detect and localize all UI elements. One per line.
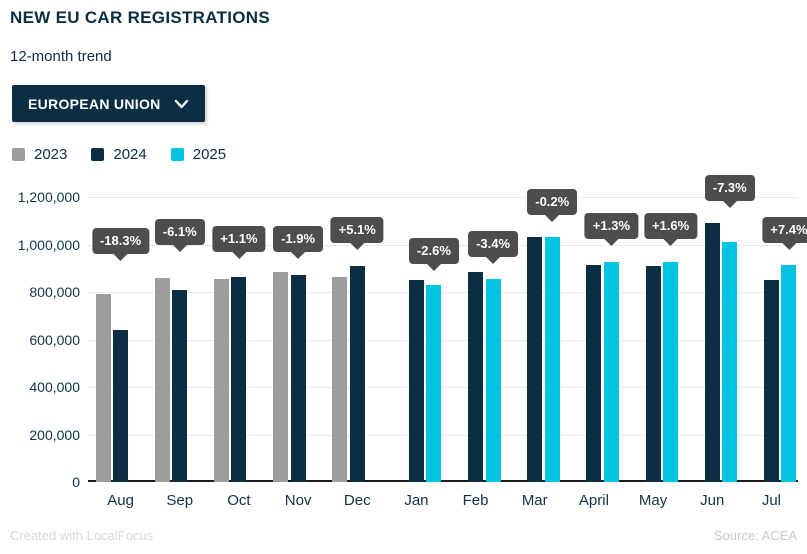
change-badge-dec: +5.1%: [330, 217, 384, 250]
change-badge-jan: -2.6%: [408, 238, 459, 271]
bar-2023-sep[interactable]: [154, 277, 170, 482]
chevron-down-icon: [174, 99, 189, 109]
x-axis-label-sep: Sep: [166, 492, 194, 509]
y-axis-tick-label: 600,000: [29, 331, 80, 348]
bar-2023-aug[interactable]: [95, 294, 111, 482]
y-axis-tick-label: 800,000: [29, 284, 80, 300]
change-badge-nov: -1.9%: [273, 226, 324, 259]
bar-2025-may[interactable]: [663, 262, 679, 482]
bar-2024-april[interactable]: [586, 264, 602, 482]
month-group-dec: +5.1% Dec: [325, 197, 384, 509]
month-group-sep: -6.1% Sep: [147, 197, 206, 509]
month-group-aug: -18.3% Aug: [88, 197, 150, 509]
legend-label: 2024: [113, 146, 147, 163]
x-axis-label-feb: Feb: [462, 492, 489, 509]
bar-2024-sep[interactable]: [172, 289, 188, 482]
change-badge-jun: -7.3%: [704, 175, 755, 208]
x-axis-label-april: April: [578, 492, 609, 509]
change-badge-may: +1.6%: [643, 213, 698, 246]
plot-area: -18.3% Aug -6.1% Sep +1.1% Oct -1.9% Nov +5.1% De…: [88, 175, 807, 509]
x-axis-label-may: May: [638, 492, 668, 509]
month-group-jun: -7.3% Jun: [680, 175, 755, 509]
change-badge-feb: -3.4%: [468, 231, 519, 264]
legend-label: 2025: [192, 146, 227, 163]
bar-2025-april[interactable]: [603, 262, 619, 482]
x-axis-label-aug: Aug: [107, 492, 134, 509]
legend-swatch-2024: [91, 148, 105, 161]
legend-swatch-2025: [170, 148, 184, 161]
y-axis-tick-label: 0: [72, 474, 80, 490]
month-group-jan: -2.6% Jan: [384, 197, 459, 509]
month-group-nov: -1.9% Nov: [266, 197, 325, 509]
region-dropdown[interactable]: EUROPEAN UNION: [12, 85, 205, 122]
bar-2024-oct[interactable]: [231, 276, 247, 482]
bar-2024-feb[interactable]: [468, 271, 484, 482]
grid-line: [88, 339, 798, 341]
page-title: NEW EU CAR REGISTRATIONS: [10, 8, 270, 27]
x-axis-label-jul: Jul: [761, 492, 781, 509]
change-badge-aug: -18.3%: [91, 228, 150, 261]
source-label: Source: ACEA: [713, 528, 797, 543]
bar-2024-aug[interactable]: [113, 330, 129, 482]
change-badge-oct: +1.1%: [212, 226, 266, 259]
bar-2025-jul[interactable]: [781, 264, 797, 482]
bar-2024-mar[interactable]: [527, 236, 543, 482]
grid-line: [88, 434, 798, 436]
month-group-april: +1.3% April: [561, 197, 639, 509]
change-badge-sep: -6.1%: [154, 219, 205, 252]
change-badge-april: +1.3%: [584, 213, 639, 246]
grid-line: [88, 387, 798, 388]
y-axis: 1,200,000 1,000,000 800,000 600,000 400,000 2…: [0, 189, 80, 490]
bar-2025-feb[interactable]: [485, 278, 501, 482]
x-axis-label-jun: Jun: [700, 492, 725, 509]
x-axis-label-jan: Jan: [404, 492, 429, 509]
bar-2025-jun[interactable]: [722, 242, 738, 482]
legend-item-2025: 2025: [170, 146, 227, 163]
chart-subtitle: 12-month trend: [10, 48, 112, 65]
bar-2024-may[interactable]: [645, 265, 661, 482]
x-axis-label-dec: Dec: [343, 492, 371, 509]
x-axis-label-oct: Oct: [227, 492, 251, 509]
bar-2023-nov[interactable]: [273, 271, 289, 482]
bar-2024-nov[interactable]: [290, 275, 306, 482]
legend: 2023 2024 2025: [12, 146, 226, 163]
grid-line: [88, 197, 798, 198]
bar-2025-jan[interactable]: [426, 284, 442, 482]
bar-2025-mar[interactable]: [544, 237, 560, 482]
x-axis-label-nov: Nov: [284, 492, 312, 509]
bar-2024-jul[interactable]: [763, 280, 779, 482]
y-axis-tick-label: 200,000: [29, 426, 80, 443]
y-axis-tick-label: 1,200,000: [17, 189, 80, 205]
bar-2024-jan[interactable]: [408, 280, 424, 482]
bar-2023-dec[interactable]: [332, 276, 348, 482]
grid-line: [88, 292, 798, 293]
legend-item-2024: 2024: [91, 146, 147, 163]
region-dropdown-label: EUROPEAN UNION: [28, 95, 161, 112]
legend-item-2023: 2023: [12, 146, 67, 163]
bar-2024-dec[interactable]: [349, 265, 365, 482]
y-axis-tick-label: 1,000,000: [17, 236, 80, 253]
y-axis-tick-label: 400,000: [29, 379, 80, 395]
bar-2023-oct[interactable]: [213, 278, 229, 482]
month-group-feb: -3.4% Feb: [443, 197, 519, 509]
change-badge-jul: +7.4%: [762, 217, 807, 250]
legend-label: 2023: [34, 146, 68, 163]
change-badge-mar: -0.2%: [527, 189, 578, 222]
month-group-oct: +1.1% Oct: [206, 197, 266, 509]
month-group-mar: -0.2% Mar: [502, 189, 578, 509]
month-group-may: +1.6% May: [621, 197, 698, 509]
month-group-jul: +7.4% Jul: [739, 197, 807, 509]
localfocus-credit-link[interactable]: Created with LocalFocus: [10, 528, 154, 543]
x-axis-label-mar: Mar: [521, 492, 548, 509]
bar-2024-jun[interactable]: [704, 223, 720, 482]
legend-swatch-2023: [12, 148, 25, 161]
